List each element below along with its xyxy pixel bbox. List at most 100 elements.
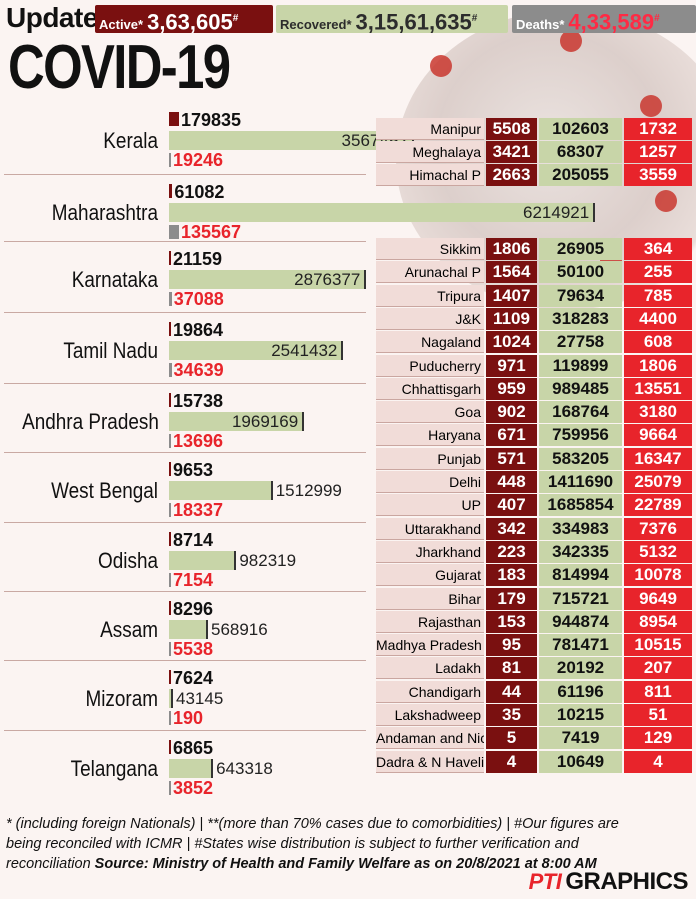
table-cell-recovered: 27758 <box>539 331 622 354</box>
table-cell-active: 2663 <box>486 164 537 186</box>
table-cell-state: Haryana <box>376 424 484 447</box>
table-cell-state: Rajasthan <box>376 610 484 633</box>
active-bar <box>169 670 171 684</box>
table-cell-active: 95 <box>486 634 537 657</box>
table-cell-deaths: 22789 <box>624 494 692 517</box>
table-cell-recovered: 10215 <box>539 704 622 726</box>
table-cell-deaths: 1257 <box>624 141 692 163</box>
death-value-label: 18337 <box>173 500 224 520</box>
table-cell-recovered: 814994 <box>539 564 622 587</box>
table-cell-active: 223 <box>486 540 537 563</box>
table-cell-recovered: 342335 <box>539 540 622 563</box>
active-value-label: 21159 <box>173 249 223 269</box>
state-label: Telangana <box>70 756 158 781</box>
table-cell-deaths: 1806 <box>624 354 692 377</box>
table-row: Puducherry 971 119899 1806 <box>376 354 692 377</box>
table-cell-state: Himachal P <box>376 164 484 186</box>
active-bar <box>169 462 171 476</box>
recovered-value-label: 1969169 <box>231 412 299 431</box>
recovered-value-label: 43145 <box>176 689 224 708</box>
death-bar <box>169 434 171 448</box>
recovered-value-label: 568916 <box>210 620 268 639</box>
table-cell-active: 5508 <box>486 118 537 140</box>
table-cell-state: Chandigarh <box>376 680 484 703</box>
death-value-label: 13696 <box>173 431 224 451</box>
separator-line <box>4 174 366 175</box>
recovered-value-label: 982319 <box>239 551 297 570</box>
summary-header: Update Active* 3,63,605# Recovered* 3,15… <box>0 0 696 38</box>
table-cell-state: Punjab <box>376 447 484 470</box>
recovered-bar <box>169 689 173 708</box>
footnote-line: reconciliation Source: Ministry of Healt… <box>6 856 597 872</box>
table-cell-recovered: 318283 <box>539 307 622 330</box>
active-bar <box>169 112 179 126</box>
table-cell-deaths: 51 <box>624 704 692 726</box>
death-value-label: 3852 <box>173 778 214 798</box>
table-cell-state: Madhya Pradesh <box>376 634 484 657</box>
table-cell-recovered: 119899 <box>539 354 622 377</box>
table-cell-active: 4 <box>486 750 537 773</box>
table-cell-active: 44 <box>486 680 537 703</box>
table-cell-state: Goa <box>376 401 484 424</box>
table-cell-recovered: 1685854 <box>539 494 622 517</box>
recovered-bar <box>169 203 595 222</box>
table-cell-deaths: 9649 <box>624 587 692 610</box>
table-row: Dadra & N Haveli & D&D4106494 <box>376 750 692 773</box>
table-cell-active: 3421 <box>486 141 537 163</box>
table-cell-active: 1564 <box>486 261 537 284</box>
table-row: Ladakh 81 20192 207 <box>376 657 692 680</box>
table-row: Delhi 448 1411690 25079 <box>376 471 692 493</box>
table-cell-active: 5 <box>486 727 537 750</box>
state-label: Karnataka <box>71 267 158 292</box>
table-row: Himachal P 2663 205055 3559 <box>376 164 692 186</box>
table-cell-state: Gujarat <box>376 564 484 587</box>
recovered-value-label: 643318 <box>216 759 273 778</box>
table-cell-state: Andaman and Nico <box>376 727 484 750</box>
death-value-label: 190 <box>173 708 204 728</box>
active-value-label: 8714 <box>173 530 214 550</box>
recovered-value-label: 1512999 <box>275 481 342 500</box>
recovered-bar <box>169 620 208 639</box>
virus-spike-icon <box>640 95 662 117</box>
table-row: Madhya Pradesh 95 781471 10515 <box>376 634 692 657</box>
table-row: Goa 902 168764 3180 <box>376 401 692 424</box>
table-cell-recovered: 334983 <box>539 517 622 540</box>
table-row: Bihar 179 715721 9649 <box>376 587 692 610</box>
recovered-bar <box>169 551 237 570</box>
table-cell-recovered: 781471 <box>539 634 622 657</box>
table-cell-deaths: 10078 <box>624 564 692 587</box>
table-cell-deaths: 255 <box>624 261 692 284</box>
table-cell-state: Chhattisgarh <box>376 377 484 400</box>
death-value-label: 7154 <box>173 570 214 590</box>
active-bar <box>169 601 171 615</box>
recovered-total-label: Recovered* <box>280 17 352 33</box>
table-cell-state: Ladakh <box>376 657 484 680</box>
recovered-value-label: 2876377 <box>294 270 361 289</box>
table-cell-active: 153 <box>486 610 537 633</box>
table-cell-active: 1806 <box>486 238 537 260</box>
virus-spike-icon <box>655 190 677 212</box>
death-value-label: 5538 <box>173 639 214 659</box>
table-cell-active: 571 <box>486 447 537 470</box>
table-row: Rajasthan 153 944874 8954 <box>376 610 692 633</box>
table-cell-active: 179 <box>486 587 537 610</box>
table-row: Lakshadweep 35 10215 51 <box>376 704 692 726</box>
recovered-value-label: 2541432 <box>271 341 338 360</box>
recovered-bar <box>169 412 304 431</box>
table-cell-deaths: 13551 <box>624 377 692 400</box>
separator-line <box>4 312 366 313</box>
table-row: Arunachal P 1564 50100 255 <box>376 261 692 284</box>
death-value-label: 37088 <box>173 289 224 309</box>
active-value-label: 61082 <box>174 182 225 202</box>
table-cell-active: 81 <box>486 657 537 680</box>
update-label: Update <box>6 2 98 33</box>
table-row: UP 407 1685854 22789 <box>376 494 692 517</box>
death-value-label: 34639 <box>173 360 224 380</box>
state-label: Tamil Nadu <box>63 338 159 363</box>
table-cell-active: 671 <box>486 424 537 447</box>
table-cell-active: 448 <box>486 471 537 493</box>
table-cell-recovered: 989485 <box>539 377 622 400</box>
table-cell-recovered: 1411690 <box>539 471 622 493</box>
recovered-total-badge: Recovered* 3,15,61,635# <box>276 5 508 33</box>
